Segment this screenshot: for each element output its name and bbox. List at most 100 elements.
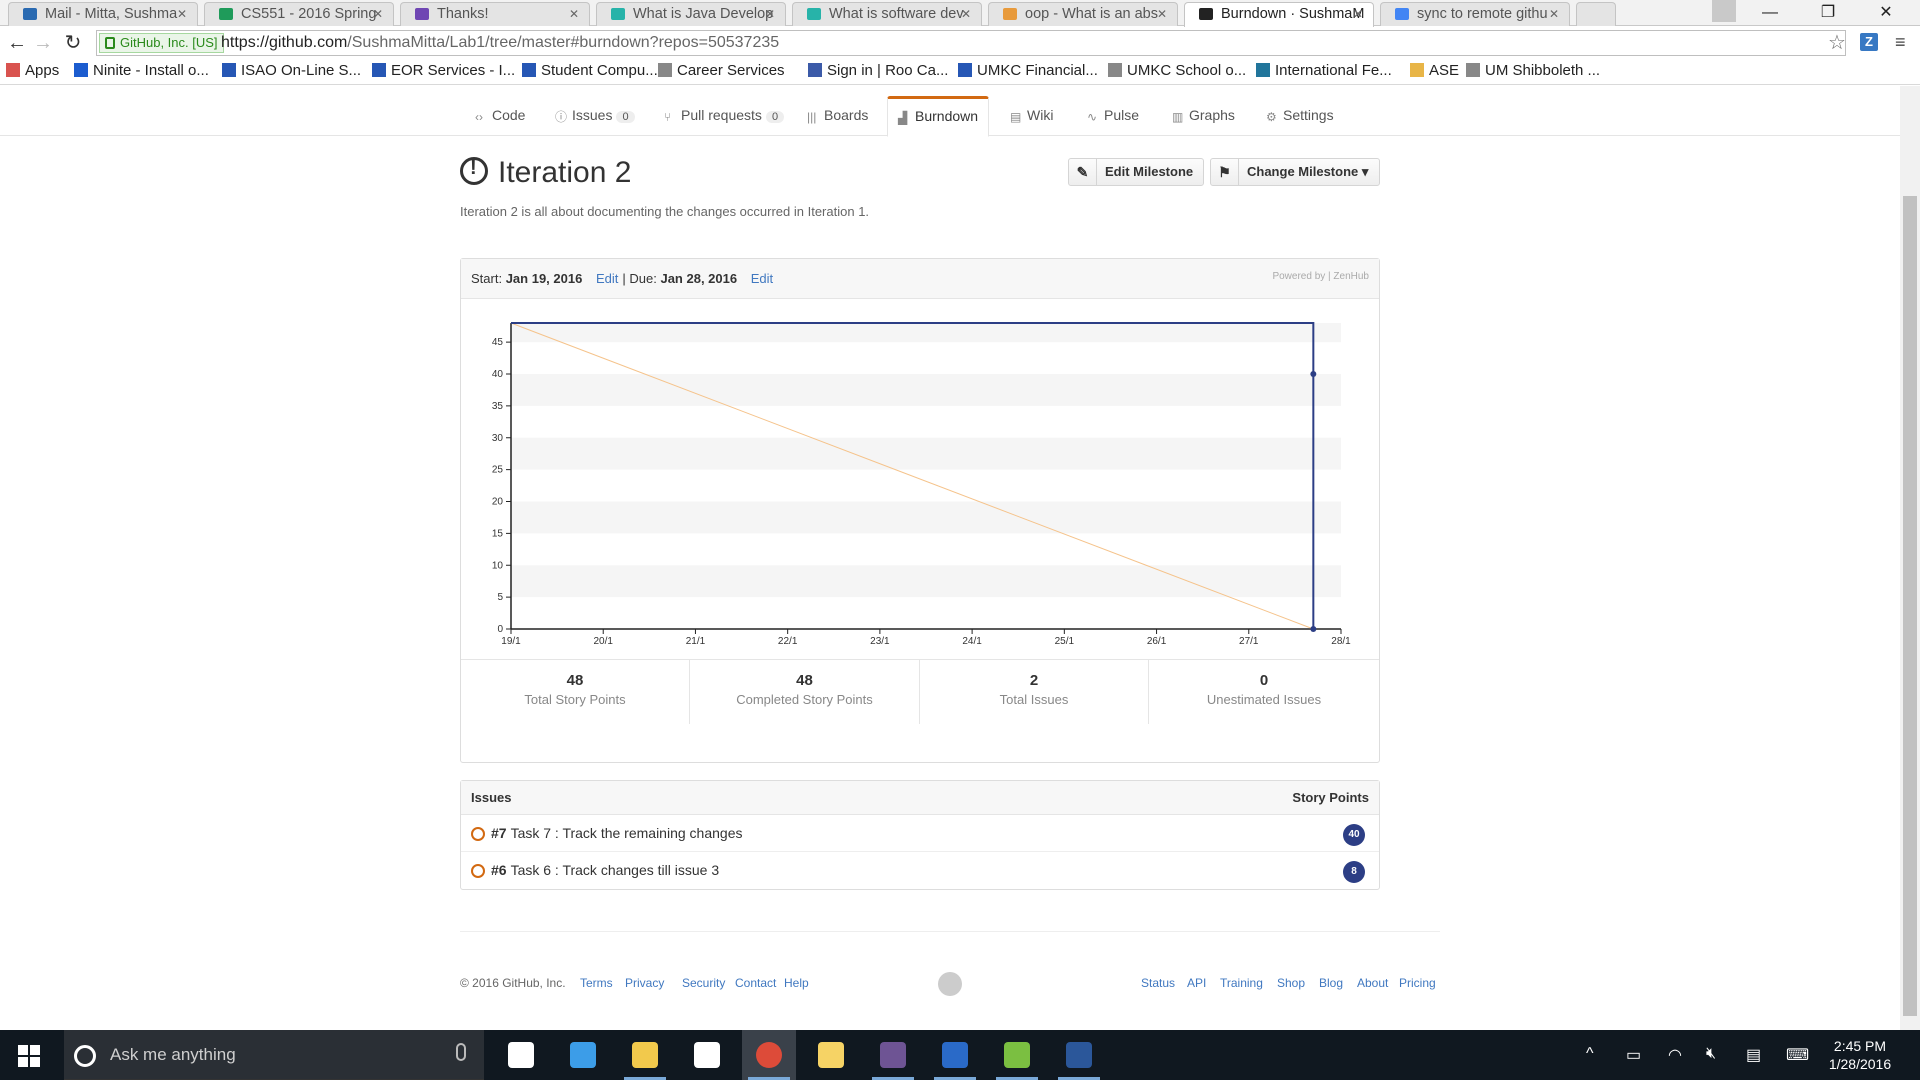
- reponav-tab-settings[interactable]: ⚙ Settings: [1256, 96, 1344, 137]
- powered-by-zenhub[interactable]: Powered by | ZenHub: [1272, 271, 1369, 282]
- issue-row[interactable]: #6 Task 6 : Track changes till issue 3 8: [461, 852, 1379, 889]
- footer-link[interactable]: Privacy: [625, 976, 665, 990]
- footer-link[interactable]: Pricing: [1399, 976, 1436, 990]
- issue-title[interactable]: Task 7 : Track the remaining changes: [510, 825, 743, 841]
- volume-muted-icon[interactable]: 🔇︎: [1706, 1045, 1717, 1062]
- battery-icon[interactable]: ▭: [1626, 1047, 1642, 1064]
- tray-chevron-icon[interactable]: ^: [1586, 1045, 1594, 1062]
- reponav-tab-boards[interactable]: ||| Boards: [797, 96, 878, 137]
- taskbar-app-word[interactable]: [1052, 1030, 1106, 1080]
- bookmark-item[interactable]: ISAO On-Line S...: [222, 62, 361, 79]
- clock-date: 1/28/2016: [1828, 1056, 1892, 1072]
- chrome-menu-icon[interactable]: ≡: [1895, 32, 1906, 52]
- action-center-icon[interactable]: ▤: [1746, 1047, 1762, 1064]
- github-octocat-icon[interactable]: [938, 972, 962, 996]
- footer-link[interactable]: Contact: [735, 976, 777, 990]
- footer-link[interactable]: Help: [784, 976, 809, 990]
- footer-link[interactable]: Security: [682, 976, 726, 990]
- reponav-tab-pulse[interactable]: ∿ Pulse: [1077, 96, 1149, 137]
- browser-tab[interactable]: Thanks! ✕: [400, 2, 590, 26]
- taskbar-app-task-view[interactable]: [494, 1030, 548, 1080]
- browser-tab[interactable]: oop - What is an abs ✕: [988, 2, 1178, 26]
- microphone-icon[interactable]: [456, 1043, 466, 1061]
- bookmark-item[interactable]: UMKC Financial...: [958, 62, 1098, 79]
- issue-number[interactable]: #7: [491, 825, 507, 841]
- bookmark-item[interactable]: Ninite - Install o...: [74, 62, 209, 79]
- footer-link[interactable]: Shop: [1277, 976, 1306, 990]
- bookmark-item[interactable]: ASE: [1410, 62, 1459, 79]
- taskbar-app-chrome[interactable]: [742, 1030, 796, 1080]
- edit-due-link[interactable]: Edit: [750, 271, 774, 286]
- browser-tab[interactable]: Burndown · SushmaM ✕: [1184, 2, 1374, 27]
- ev-certificate-badge[interactable]: GitHub, Inc. [US]: [99, 33, 224, 53]
- tab-close-icon[interactable]: ✕: [764, 7, 775, 21]
- burndown-point[interactable]: [1310, 626, 1317, 632]
- bookmark-star-icon[interactable]: ☆: [1828, 32, 1846, 54]
- edit-milestone-button[interactable]: ✎ Edit Milestone: [1068, 158, 1204, 186]
- browser-tab[interactable]: What is Java Develop ✕: [596, 2, 786, 26]
- tab-close-icon[interactable]: ✕: [960, 7, 971, 21]
- address-bar[interactable]: GitHub, Inc. [US] https://github.com/Sus…: [96, 30, 1846, 56]
- footer-link[interactable]: Terms: [580, 976, 613, 990]
- minimize-button[interactable]: —: [1762, 4, 1778, 21]
- bookmark-item[interactable]: Sign in | Roo Ca...: [808, 62, 948, 79]
- forward-button[interactable]: →: [33, 32, 53, 54]
- reponav-tab-wiki[interactable]: ▤ Wiki: [1000, 96, 1063, 137]
- issue-row[interactable]: #7 Task 7 : Track the remaining changes 40: [461, 815, 1379, 852]
- system-clock[interactable]: 2:45 PM 1/28/2016: [1820, 1037, 1900, 1073]
- profile-icon[interactable]: [1712, 0, 1736, 22]
- bookmark-item[interactable]: Career Services: [658, 62, 785, 79]
- issue-number[interactable]: #6: [491, 862, 507, 878]
- footer-link[interactable]: About: [1357, 976, 1389, 990]
- keyboard-icon[interactable]: ⌨: [1786, 1047, 1810, 1064]
- burndown-point[interactable]: [1310, 371, 1317, 377]
- reponav-tab-burndown[interactable]: ▟ Burndown: [887, 96, 990, 137]
- reponav-tab-graphs[interactable]: ▥ Graphs: [1162, 96, 1245, 137]
- footer-link[interactable]: Training: [1220, 976, 1263, 990]
- tab-close-icon[interactable]: ✕: [568, 7, 579, 21]
- bookmark-item[interactable]: Student Compu...: [522, 62, 658, 79]
- browser-tab[interactable]: Mail - Mitta, Sushma ✕: [8, 2, 198, 26]
- bookmark-item[interactable]: Apps: [6, 62, 59, 79]
- tab-close-icon[interactable]: ✕: [176, 7, 187, 21]
- back-button[interactable]: ←: [7, 32, 27, 54]
- page-scrollbar[interactable]: [1900, 86, 1920, 1030]
- taskbar-app-android-studio[interactable]: [990, 1030, 1044, 1080]
- cortana-search-box[interactable]: Ask me anything: [64, 1030, 484, 1080]
- issue-title[interactable]: Task 6 : Track changes till issue 3: [510, 862, 720, 878]
- reponav-tab-issues[interactable]: ⓘ Issues 0: [545, 96, 645, 137]
- reload-button[interactable]: ↻: [64, 32, 82, 54]
- browser-tab[interactable]: sync to remote githu ✕: [1380, 2, 1570, 26]
- close-window-button[interactable]: ✕: [1879, 4, 1893, 21]
- browser-tab[interactable]: CS551 - 2016 Spring ✕: [204, 2, 394, 26]
- footer-link[interactable]: API: [1187, 976, 1207, 990]
- edit-start-link[interactable]: Edit: [595, 271, 619, 286]
- browser-tab[interactable]: What is software dev ✕: [792, 2, 982, 26]
- taskbar-app-powershell[interactable]: [928, 1030, 982, 1080]
- tab-close-icon[interactable]: ✕: [1352, 7, 1363, 21]
- bookmark-item[interactable]: EOR Services - I...: [372, 62, 515, 79]
- windows-start-icon[interactable]: [18, 1045, 40, 1067]
- footer-link[interactable]: Blog: [1319, 976, 1344, 990]
- wifi-icon[interactable]: ◠: [1668, 1047, 1682, 1064]
- change-milestone-button[interactable]: ⚑ Change Milestone ▾: [1210, 158, 1380, 186]
- footer-link[interactable]: Status: [1141, 976, 1176, 990]
- tab-close-icon[interactable]: ✕: [1156, 7, 1167, 21]
- bookmark-item[interactable]: UM Shibboleth ...: [1466, 62, 1600, 79]
- reponav-tab-pull-requests[interactable]: ⑂ Pull requests 0: [654, 96, 794, 137]
- bookmark-item[interactable]: UMKC School o...: [1108, 62, 1246, 79]
- taskbar-app-file-explorer[interactable]: [618, 1030, 672, 1080]
- taskbar-app-edge[interactable]: [556, 1030, 610, 1080]
- scrollbar-thumb[interactable]: [1903, 196, 1917, 1016]
- taskbar-app-github-desktop[interactable]: [866, 1030, 920, 1080]
- taskbar-app-folder[interactable]: [804, 1030, 858, 1080]
- tab-close-icon[interactable]: ✕: [372, 7, 383, 21]
- taskbar-app-store[interactable]: [680, 1030, 734, 1080]
- zenhub-extension-icon[interactable]: Z: [1860, 33, 1878, 51]
- new-tab-button[interactable]: [1576, 2, 1616, 26]
- tab-close-icon[interactable]: ✕: [1548, 7, 1559, 21]
- reponav-tab-code[interactable]: ‹› Code: [465, 96, 535, 137]
- url-text[interactable]: https://github.com/SushmaMitta/Lab1/tree…: [221, 33, 779, 53]
- bookmark-item[interactable]: International Fe...: [1256, 62, 1392, 79]
- restore-button[interactable]: ❐: [1820, 4, 1836, 21]
